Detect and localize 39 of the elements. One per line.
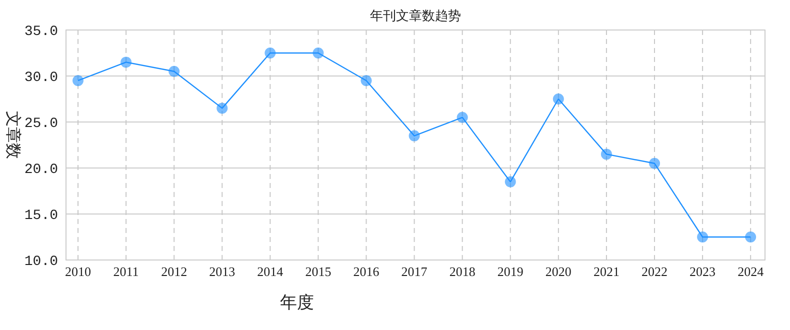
x-tick-label: 2021 [593, 264, 620, 279]
point [72, 75, 84, 86]
point [504, 176, 516, 188]
x-tick-label: 2022 [642, 264, 668, 279]
x-tick-label: 2023 [690, 264, 716, 279]
point [600, 148, 612, 160]
point [552, 94, 564, 104]
y-tick-label: 25.0 [24, 116, 58, 132]
point [168, 66, 180, 77]
y-tick-label: 35.0 [24, 24, 58, 40]
x-tick-label: 2019 [497, 264, 524, 279]
y-axis-title: 文章数 [4, 111, 22, 159]
x-tick-label: 2011 [113, 264, 139, 279]
x-tick-label: 2017 [401, 264, 428, 279]
x-tick-label: 2016 [353, 264, 380, 279]
point [697, 232, 708, 242]
point [745, 232, 756, 242]
point [649, 158, 660, 169]
point [264, 48, 276, 58]
x-tick-label: 2014 [257, 264, 284, 279]
point [216, 102, 228, 114]
point [408, 130, 420, 142]
x-tick-label: 2010 [65, 264, 92, 279]
x-tick-label: 2015 [305, 264, 332, 279]
chart-title: 年刊文章数趋势 [370, 8, 461, 23]
point [312, 48, 324, 58]
x-axis-title: 年度 [280, 293, 314, 312]
y-tick-label: 20.0 [24, 162, 58, 178]
y-tick-label: 15.0 [24, 208, 58, 224]
y-tick-label: 30.0 [24, 70, 58, 86]
point [120, 56, 132, 68]
x-tick-label: 2024 [738, 264, 764, 279]
x-tick-label: 2012 [161, 264, 188, 279]
point [360, 75, 372, 86]
x-tick-label: 2018 [449, 264, 476, 279]
point [456, 112, 468, 123]
y-tick-label: 10.0 [24, 254, 58, 270]
x-tick-label: 2020 [545, 264, 572, 279]
x-tick-label: 2013 [209, 264, 236, 279]
